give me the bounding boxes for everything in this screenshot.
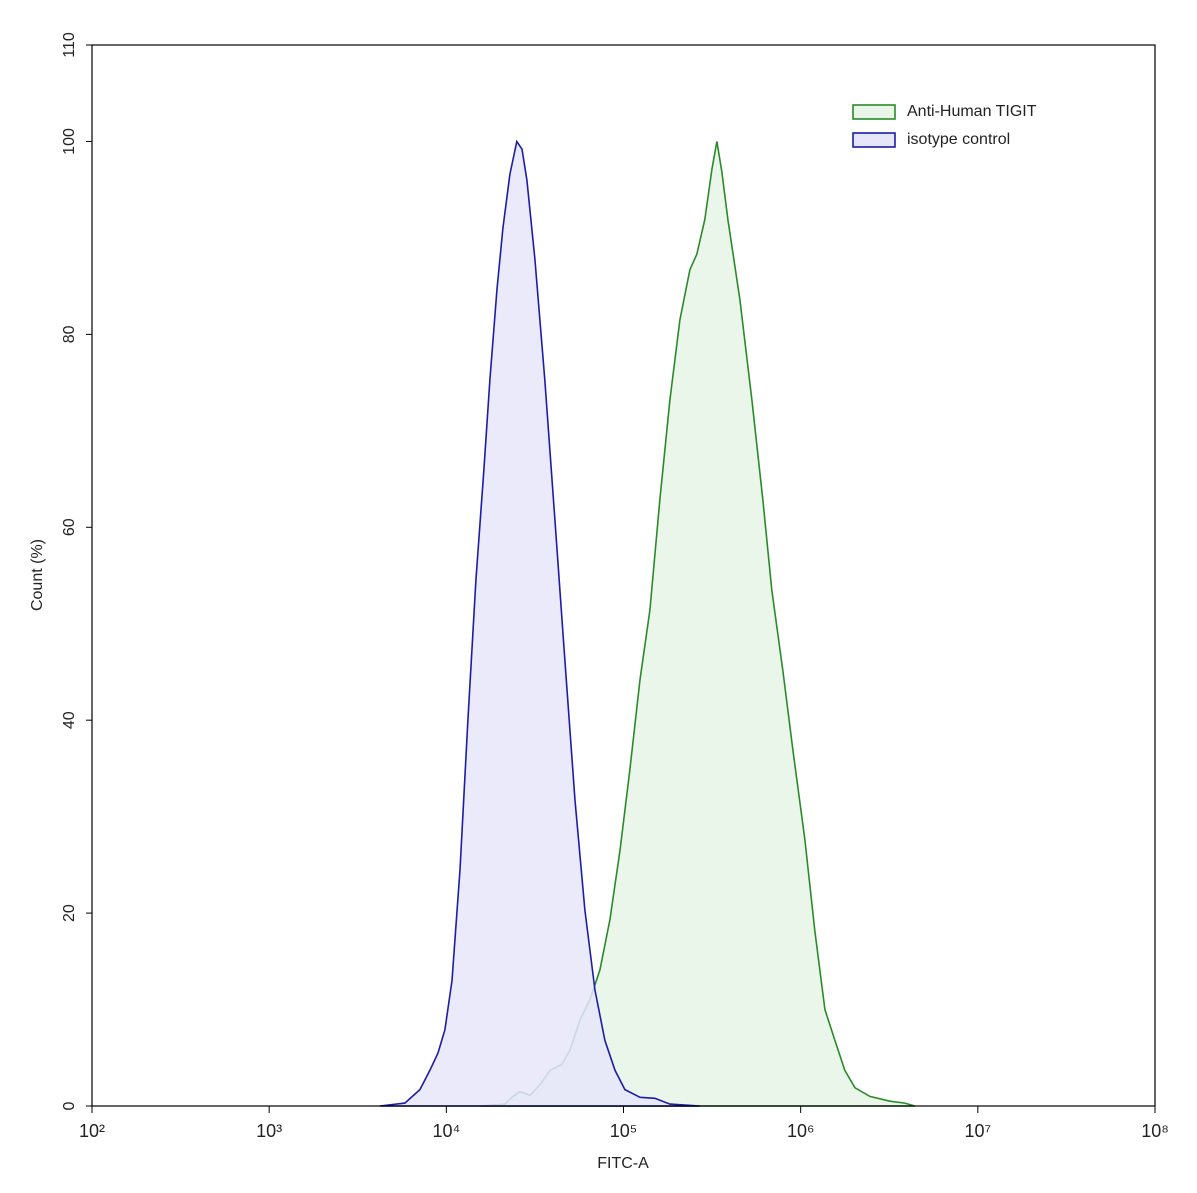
- y-tick-label: 0: [61, 1101, 78, 1110]
- y-tick-label: 80: [61, 325, 78, 343]
- legend-swatch: [852, 132, 896, 148]
- x-tick-label: 10⁶: [787, 1121, 814, 1141]
- x-tick-label: 10⁸: [1141, 1121, 1169, 1141]
- x-tick-label: 10⁵: [610, 1121, 637, 1141]
- y-tick-label: 110: [61, 32, 78, 58]
- y-tick-label: 20: [61, 904, 78, 922]
- y-tick-label: 40: [61, 711, 78, 729]
- x-axis-label: FITC-A: [597, 1155, 649, 1172]
- legend-label: isotype control: [907, 131, 1010, 148]
- x-tick-label: 10²: [79, 1121, 105, 1141]
- x-tick-label: 10⁴: [432, 1121, 460, 1141]
- x-tick-label: 10³: [256, 1121, 282, 1141]
- y-tick-label: 60: [61, 518, 78, 536]
- y-tick-label: 100: [61, 128, 78, 155]
- legend-label: Anti-Human TIGIT: [907, 103, 1037, 120]
- x-tick-label: 10⁷: [965, 1121, 992, 1141]
- y-axis-label: Count (%): [29, 539, 46, 611]
- legend-swatch: [852, 104, 896, 120]
- histogram-area: [379, 139, 700, 1107]
